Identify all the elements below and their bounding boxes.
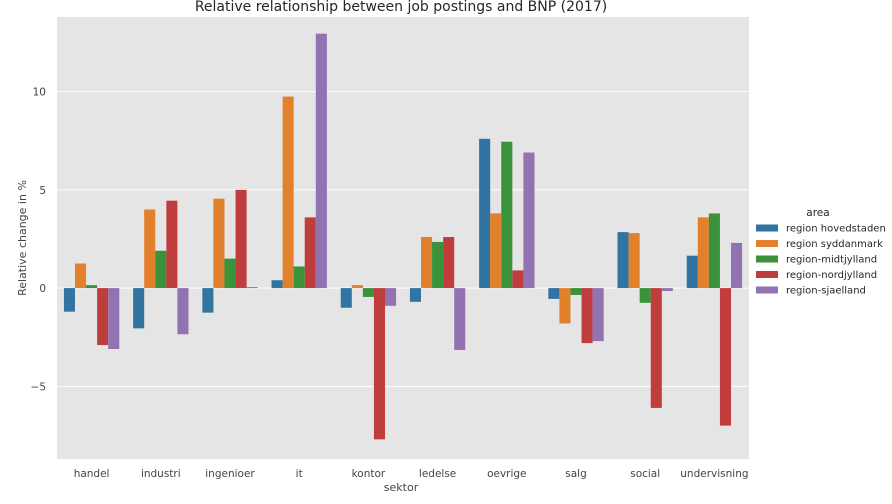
x-tick-label: handel [74, 468, 110, 480]
y-tick-label: 10 [33, 87, 46, 99]
bar-region-midtjylland-oevrige [501, 141, 513, 289]
y-tick-label: 5 [39, 185, 46, 197]
x-tick-label: oevrige [487, 468, 526, 480]
bar-region-midtjylland-social [639, 288, 651, 303]
legend-label: region-midtjylland [786, 255, 877, 266]
bar-region-hovedstaden-ingenioer [202, 288, 214, 313]
bar-region-sjaelland-it [315, 33, 327, 289]
legend-title: area [806, 207, 829, 219]
bar-region-hovedstaden-undervisning [686, 255, 698, 289]
bar-region-hovedstaden-it [271, 280, 283, 289]
bar-region-nordjylland-ledelse [443, 237, 455, 289]
legend-swatch [756, 271, 778, 278]
x-tick-label: kontor [352, 468, 386, 480]
bar-region-nordjylland-oevrige [512, 270, 524, 289]
x-tick-label: industri [141, 468, 181, 480]
bar-region-midtjylland-salg [570, 288, 582, 295]
bar-region-sjaelland-oevrige [523, 152, 535, 289]
bar-region-hovedstaden-handel [63, 288, 75, 312]
bar-region-midtjylland-ingenioer [224, 258, 236, 289]
y-tick-label: 0 [39, 283, 46, 295]
y-axis-label: Relative change in % [16, 180, 29, 296]
legend-swatch [756, 240, 778, 247]
bar-region-nordjylland-undervisning [719, 288, 732, 426]
bar-region-syddanmark-social [628, 233, 640, 289]
bar-region-syddanmark-industri [144, 209, 156, 289]
x-tick-label: undervisning [680, 468, 748, 480]
legend-swatch [756, 286, 778, 294]
bar-region-hovedstaden-social [617, 232, 629, 289]
legend: area region hovedstaden region syddanmark… [756, 207, 886, 297]
bar-region-midtjylland-ledelse [432, 241, 444, 289]
bar-region-syddanmark-kontor [351, 285, 363, 289]
y-tick-labels: −5 0 5 10 [31, 87, 46, 394]
bar-region-sjaelland-ingenioer [246, 287, 258, 289]
bar-region-sjaelland-undervisning [731, 242, 743, 289]
x-tick-label: social [630, 468, 660, 480]
x-tick-labels: handel industri ingenioer it kontor ledelse oe… [74, 468, 749, 480]
bar-region-nordjylland-it [304, 217, 316, 289]
bar-region-hovedstaden-oevrige [479, 138, 491, 289]
bar-region-syddanmark-ledelse [420, 237, 433, 289]
legend-label: region syddanmark [786, 239, 883, 250]
bar-region-sjaelland-social [661, 288, 673, 292]
bar-region-hovedstaden-kontor [340, 288, 352, 308]
bar-region-nordjylland-handel [97, 288, 109, 346]
plot-area [57, 17, 749, 459]
bar-region-hovedstaden-ledelse [409, 288, 421, 302]
bar-region-midtjylland-it [293, 266, 305, 289]
bar-region-syddanmark-handel [74, 263, 87, 289]
legend-swatch [756, 255, 778, 263]
bar-region-sjaelland-kontor [385, 288, 397, 306]
legend-label: region-sjaelland [786, 286, 866, 297]
bar-region-sjaelland-industri [177, 288, 189, 335]
bar-region-nordjylland-salg [581, 288, 593, 344]
bar-region-hovedstaden-industri [133, 288, 145, 329]
bar-region-sjaelland-handel [108, 288, 120, 349]
x-tick-label: ledelse [419, 468, 456, 480]
x-axis-label: sektor [384, 481, 419, 494]
bar-region-sjaelland-ledelse [454, 288, 466, 350]
legend-label: region-nordjylland [786, 270, 877, 281]
bar-region-syddanmark-salg [559, 288, 571, 324]
bar-region-nordjylland-social [650, 288, 662, 408]
bar-region-nordjylland-kontor [373, 288, 386, 440]
legend-swatch [756, 224, 778, 232]
chart-title: Relative relationship between job postin… [195, 0, 607, 15]
bar-region-sjaelland-salg [592, 288, 604, 342]
bars [63, 33, 743, 440]
y-tick-label: −5 [31, 381, 46, 393]
x-tick-label: ingenioer [205, 468, 255, 480]
bar-region-nordjylland-industri [166, 200, 178, 289]
bar-region-syddanmark-it [282, 96, 294, 289]
legend-label: region hovedstaden [786, 224, 886, 235]
bar-region-syddanmark-undervisning [697, 217, 709, 289]
bar-region-midtjylland-kontor [362, 288, 374, 297]
bar-region-midtjylland-industri [155, 250, 167, 289]
bar-region-syddanmark-ingenioer [213, 198, 225, 289]
bar-region-midtjylland-undervisning [708, 213, 720, 289]
bar-region-nordjylland-ingenioer [235, 189, 247, 289]
x-tick-label: salg [565, 468, 587, 480]
bar-region-hovedstaden-salg [548, 288, 560, 299]
bar-region-syddanmark-oevrige [490, 213, 502, 289]
x-tick-label: it [296, 468, 303, 480]
bar-region-midtjylland-handel [86, 285, 98, 289]
